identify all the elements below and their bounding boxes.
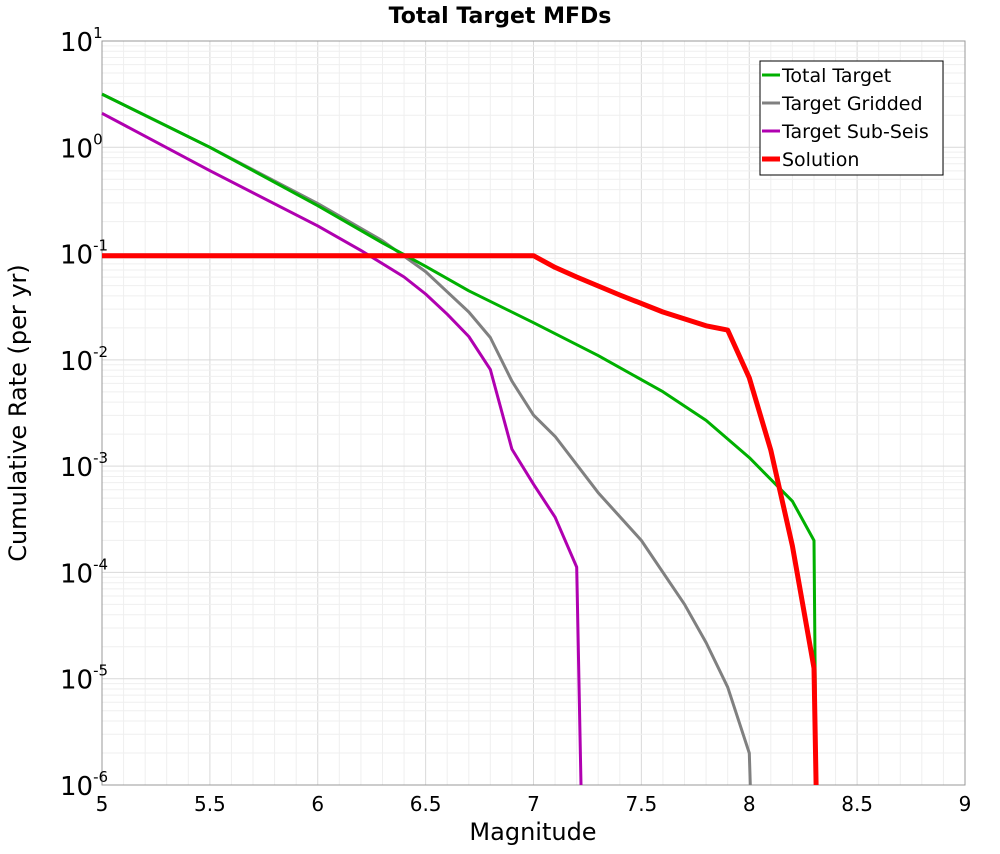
plot-frame: [101, 40, 966, 786]
legend-label: Target Gridded: [781, 93, 923, 115]
y-tick-label: 10-1: [60, 237, 108, 271]
x-tick-label: 9: [959, 792, 972, 816]
y-axis-label: Cumulative Rate (per yr): [4, 264, 32, 562]
x-tick-label: 7: [527, 792, 540, 816]
series-line-solution: [102, 253, 819, 786]
legend-box: [759, 60, 944, 176]
legend-label: Total Target: [781, 65, 891, 87]
tick-labels: 5 5.5 6 6.5 7 7.5 8 8.5 9 101 100 10-1 10-2 10-3 10-4 1…: [60, 24, 971, 816]
series-layer: [101, 92, 819, 786]
x-axis-label: Magnitude: [469, 818, 596, 846]
y-tick-label: 10-4: [60, 555, 108, 589]
series-line-target-sub-seis: [101, 111, 583, 786]
y-tick-label: 10-5: [60, 662, 108, 696]
x-tick-label: 8.5: [841, 792, 873, 816]
x-tick-label: 8: [743, 792, 756, 816]
y-tick-label: 100: [60, 130, 103, 164]
grid: [101, 41, 966, 786]
legend: Total Target Target Gridded Target Sub-Sei…: [759, 60, 944, 176]
y-tick-label: 101: [60, 24, 103, 58]
y-tick-label: 10-2: [60, 343, 108, 377]
x-tick-label: 5: [96, 792, 109, 816]
x-tick-label: 6: [311, 792, 324, 816]
y-tick-label: 10-3: [60, 449, 108, 483]
series-line-total-target: [101, 92, 818, 786]
legend-label: Solution: [782, 149, 859, 171]
x-tick-label: 5.5: [194, 792, 226, 816]
chart-title: Total Target MFDs: [389, 4, 612, 29]
x-tick-label: 7.5: [625, 792, 657, 816]
y-tick-label: 10-6: [60, 768, 108, 802]
x-tick-label: 6.5: [410, 792, 442, 816]
legend-items: Total Target Target Gridded Target Sub-Sei…: [762, 65, 929, 171]
legend-label: Target Sub-Seis: [781, 121, 929, 143]
series-line-target-gridded: [101, 92, 752, 786]
